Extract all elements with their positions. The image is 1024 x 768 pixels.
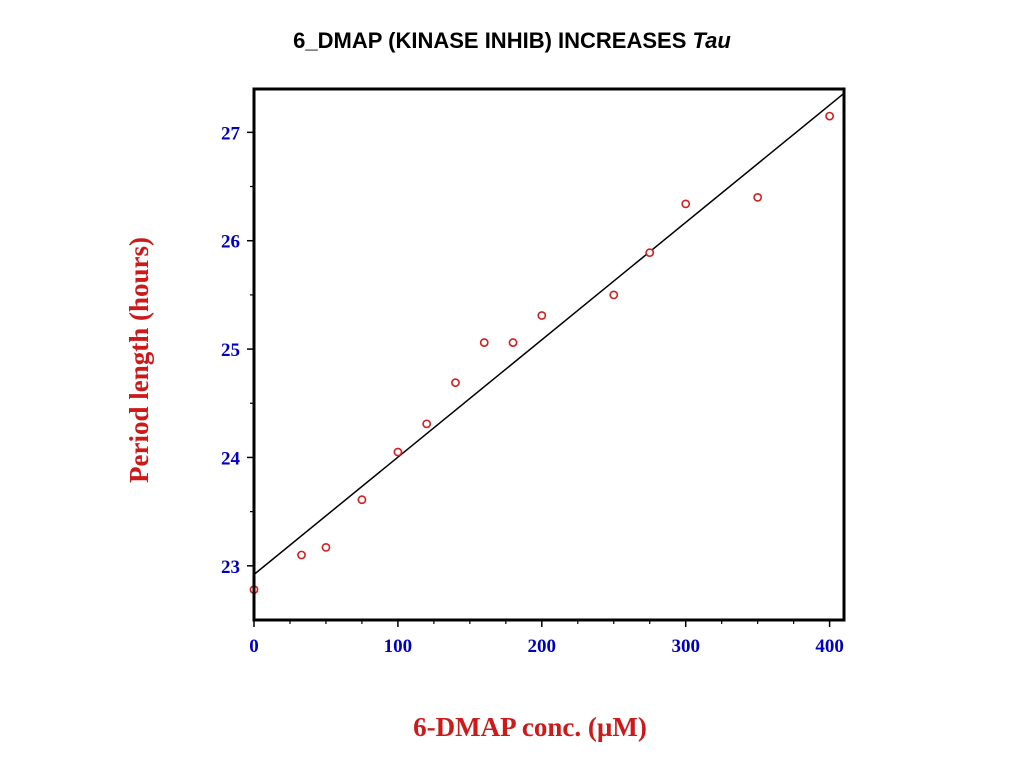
x-tick-label: 300 — [671, 636, 700, 657]
data-point — [609, 290, 619, 300]
y-tick-label: 27 — [221, 123, 241, 144]
x-tick-label: 100 — [384, 636, 413, 657]
data-point — [681, 199, 691, 209]
data-point — [393, 447, 403, 457]
data-point — [753, 192, 763, 202]
data-point — [451, 378, 460, 388]
y-tick-label: 26 — [221, 232, 240, 253]
data-point — [297, 550, 306, 560]
x-tick-label: 0 — [249, 636, 259, 657]
axis-ticks — [247, 131, 831, 627]
y-tick-label: 23 — [221, 557, 240, 578]
tick-labels: 23 24 25 26 27 0 100 200 300 400 — [221, 123, 844, 657]
chart-title: 6_DMAP (KINASE INHIB) INCREASES Tau — [0, 28, 1024, 54]
x-tick-label: 200 — [528, 636, 557, 657]
data-point — [825, 111, 835, 121]
data-point — [479, 338, 489, 347]
x-axis-title: 6-DMAP conc. (µM) — [413, 712, 647, 742]
data-point — [645, 248, 655, 258]
y-tick-label: 25 — [221, 340, 240, 361]
chart-title-main: 6_DMAP (KINASE INHIB) INCREASES — [293, 28, 687, 53]
chart-marks — [249, 92, 845, 595]
data-point — [357, 495, 367, 505]
y-tick-label: 24 — [221, 448, 241, 469]
y-axis-title: Period length (hours) — [124, 237, 154, 483]
plot-frame — [252, 87, 846, 622]
data-point — [321, 542, 331, 552]
fit-line — [253, 92, 845, 576]
data-point — [422, 419, 432, 429]
chart-title-italic: Tau — [692, 28, 731, 53]
x-tick-label: 400 — [815, 636, 844, 657]
data-point — [537, 311, 547, 320]
data-point — [508, 338, 518, 347]
